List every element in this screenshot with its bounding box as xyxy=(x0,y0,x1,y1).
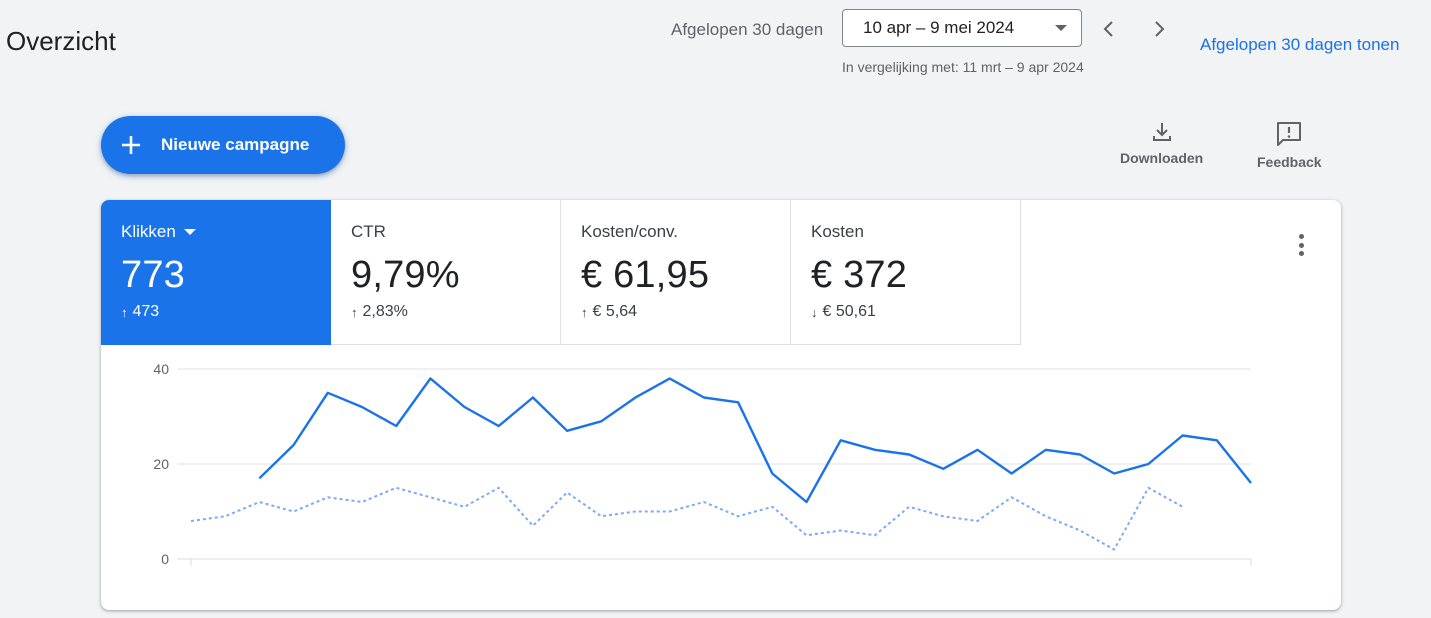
metric-value: 773 xyxy=(121,254,186,296)
chevron-right-icon xyxy=(1155,21,1165,37)
metric-change: ↑ 2,83% xyxy=(351,303,540,321)
plus-icon xyxy=(122,136,140,154)
more-options-button[interactable] xyxy=(1291,232,1311,258)
metric-label: Kosten xyxy=(811,222,864,241)
metric-tab-ctr[interactable]: CTR 9,79% ↑ 2,83% xyxy=(331,200,561,345)
new-campaign-label: Nieuwe campagne xyxy=(161,135,310,154)
metric-label: CTR xyxy=(351,222,386,241)
feedback-label: Feedback xyxy=(1257,154,1322,170)
metric-label: Klikken xyxy=(121,222,310,242)
metric-tabs: Klikken 773 ↑ 473 CTR 9,79% ↑ 2,83% Kost… xyxy=(101,200,1021,345)
arrow-up-icon: ↑ xyxy=(351,304,358,320)
page-title: Overzicht xyxy=(6,26,116,56)
y-tick-label: 20 xyxy=(153,456,169,472)
more-vert-icon xyxy=(1298,251,1304,256)
date-range-value: 10 apr – 9 mei 2024 xyxy=(863,18,1015,37)
metric-value: € 372 xyxy=(811,254,908,296)
y-tick-label: 0 xyxy=(161,551,169,567)
arrow-down-icon: ↓ xyxy=(811,304,818,320)
current-series-line xyxy=(258,377,1252,504)
previous-period-button[interactable] xyxy=(1092,12,1126,46)
y-tick-label: 40 xyxy=(153,361,169,377)
metric-change: ↑ € 5,64 xyxy=(581,303,770,321)
more-vert-icon xyxy=(1298,242,1304,248)
arrow-up-icon: ↑ xyxy=(581,304,588,320)
feedback-button[interactable]: Feedback xyxy=(1257,120,1322,170)
metric-tab-kosten-conv[interactable]: Kosten/conv. € 61,95 ↑ € 5,64 xyxy=(561,200,791,345)
more-vert-icon xyxy=(1298,234,1304,239)
feedback-icon xyxy=(1277,122,1302,146)
download-button[interactable]: Downloaden xyxy=(1120,120,1203,166)
metric-change: ↓ € 50,61 xyxy=(811,303,1000,321)
metric-tab-kosten[interactable]: Kosten € 372 ↓ € 50,61 xyxy=(791,200,1021,345)
metric-value: € 61,95 xyxy=(581,254,710,296)
arrow-up-icon: ↑ xyxy=(121,304,128,320)
metric-tab-klikken[interactable]: Klikken 773 ↑ 473 xyxy=(101,200,331,345)
caret-down-icon xyxy=(1055,25,1067,31)
overview-chart-card: Klikken 773 ↑ 473 CTR 9,79% ↑ 2,83% Kost… xyxy=(101,200,1341,610)
date-range-select[interactable]: 10 apr – 9 mei 2024 xyxy=(842,9,1082,47)
caret-down-icon[interactable] xyxy=(183,229,196,235)
metric-change-value: € 5,64 xyxy=(592,303,637,320)
line-chart: 0 20 40 xyxy=(153,361,1252,567)
show-last-30-days-link[interactable]: Afgelopen 30 dagen tonen xyxy=(1200,35,1400,54)
metric-change-value: € 50,61 xyxy=(822,303,876,320)
metric-change-value: 2,83% xyxy=(362,303,408,320)
metric-label: Kosten/conv. xyxy=(581,222,679,241)
chevron-left-icon xyxy=(1103,21,1113,37)
download-label: Downloaden xyxy=(1120,150,1204,166)
next-period-button[interactable] xyxy=(1142,12,1176,46)
metric-value: 9,79% xyxy=(351,254,460,296)
metric-change: ↑ 473 xyxy=(121,303,310,321)
comparison-series-line xyxy=(190,486,1184,551)
new-campaign-button[interactable]: Nieuwe campagne xyxy=(101,116,345,174)
metric-label-text: Klikken xyxy=(121,222,176,241)
comparison-text: In vergelijking met: 11 mrt – 9 apr 2024 xyxy=(842,59,1084,75)
metric-change-value: 473 xyxy=(132,303,160,320)
download-icon xyxy=(1152,123,1171,141)
period-label: Afgelopen 30 dagen xyxy=(671,20,824,39)
